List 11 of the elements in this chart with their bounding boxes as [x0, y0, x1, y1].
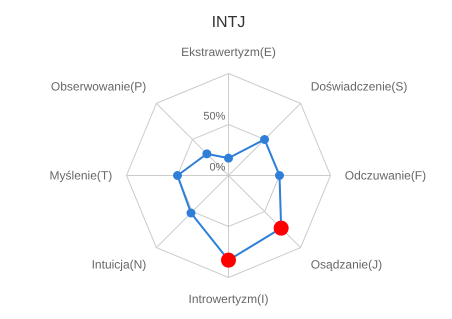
spoke-label: Intuicja(N)	[92, 258, 146, 272]
spoke-label: Osądzanie(J)	[310, 258, 382, 272]
spoke-label: Introwertyzm(I)	[188, 292, 269, 306]
spoke-label: Doświadczenie(S)	[310, 79, 408, 94]
spoke-label: Obserwowanie(P)	[50, 79, 146, 94]
spoke-label: Ekstrawertyzm(E)	[181, 45, 276, 60]
spoke-label: Myślenie(T)	[50, 168, 112, 182]
chart-title: INTJ	[212, 14, 246, 31]
y-tick-label: 50%	[203, 110, 226, 122]
spoke-label: Odczuwanie(F)	[344, 168, 426, 182]
y-tick-label: 0%	[210, 161, 226, 174]
